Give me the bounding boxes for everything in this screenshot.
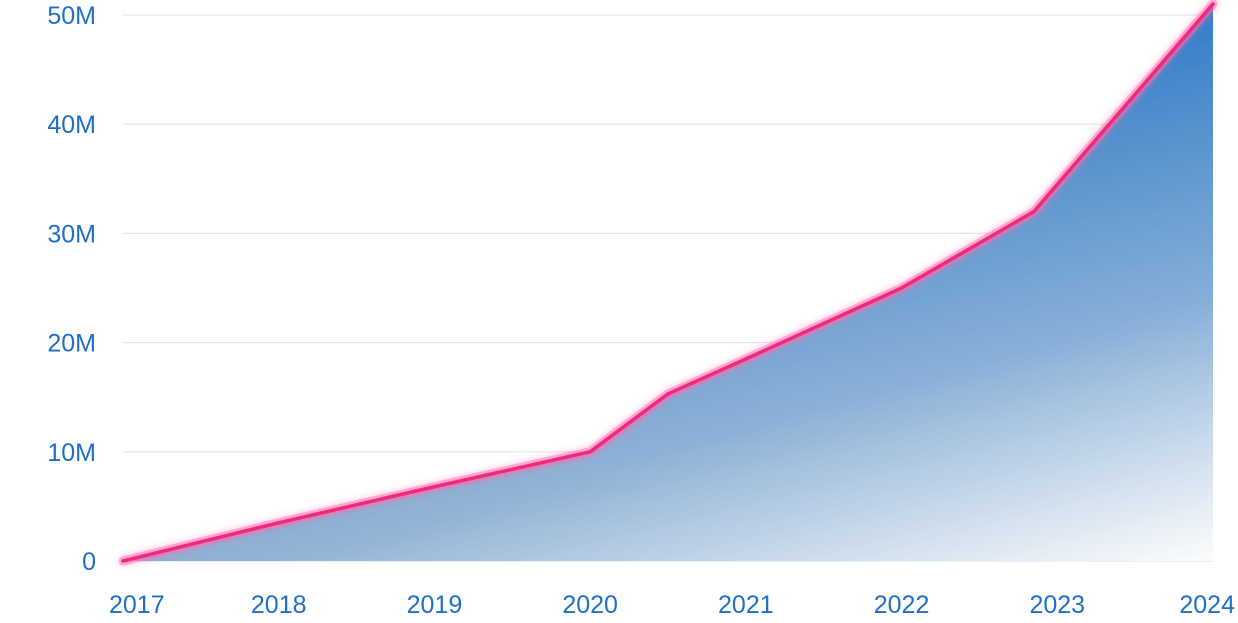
data-point: [277, 521, 281, 525]
series-line: [118, 0, 1218, 566]
data-point: [666, 392, 670, 396]
x-tick-label: 2024: [1179, 591, 1235, 618]
y-tick-label: 30M: [47, 220, 96, 248]
data-point: [1211, 2, 1215, 6]
y-tick-label: 10M: [47, 439, 96, 467]
y-tick-label: 50M: [47, 2, 96, 30]
data-point: [432, 485, 437, 489]
x-tick-label: 2021: [718, 591, 774, 618]
x-tick-label: 2018: [251, 591, 307, 618]
x-tick-label: 2022: [874, 591, 930, 618]
data-point: [121, 559, 125, 563]
data-point: [899, 286, 904, 290]
y-axis-ticks: 0 10M 20M 30M 40M 50M: [47, 2, 96, 576]
x-tick-label: 2017: [109, 591, 165, 618]
x-tick-label: 2019: [407, 591, 463, 618]
x-axis-ticks: 2017 2018 2019 2020 2021 2022 2023 2024: [109, 591, 1235, 619]
area-fade-overlay: [123, 4, 1213, 561]
y-tick-label: 0: [82, 548, 96, 576]
y-tick-label: 20M: [47, 330, 96, 358]
x-tick-label: 2023: [1029, 591, 1085, 618]
x-tick-label: 2020: [562, 591, 618, 618]
data-point: [1032, 209, 1036, 214]
data-point: [588, 450, 592, 454]
data-point: [744, 357, 748, 361]
y-tick-label: 40M: [47, 111, 96, 139]
area-fill: [123, 4, 1213, 561]
